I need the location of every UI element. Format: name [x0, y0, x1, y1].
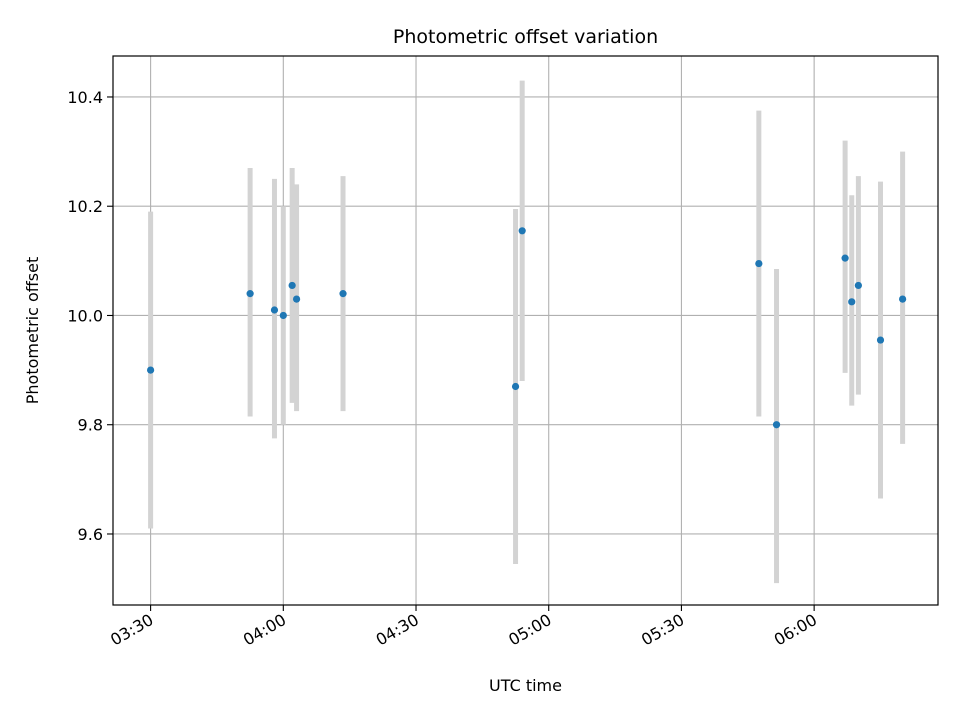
data-point [270, 306, 279, 314]
data-point [876, 336, 885, 344]
x-tick-label: 04:00 [240, 610, 289, 650]
data-point [841, 254, 849, 262]
errorbar-layer [148, 80, 906, 584]
x-tick-label: 05:30 [638, 610, 687, 650]
y-tick-label: 10.2 [67, 197, 103, 216]
data-point [246, 290, 254, 298]
data-point [339, 290, 347, 298]
y-tick-label: 9.6 [78, 525, 103, 544]
y-tick-label: 10.0 [67, 306, 103, 325]
data-point [288, 281, 296, 290]
tick-layer: 03:30 04:00 04:30 05:00 05:30 06:00 9.6 9.8 10.0… [67, 88, 820, 650]
y-tick-label: 9.8 [78, 416, 103, 435]
data-point [848, 298, 856, 306]
data-point [147, 366, 155, 374]
chart-title: Photometric offset variation [393, 26, 658, 48]
data-point [292, 295, 301, 303]
data-point [755, 259, 763, 268]
y-axis-title: Photometric offset [23, 257, 42, 405]
data-point [518, 227, 526, 235]
point-layer [147, 227, 907, 429]
data-point [899, 295, 907, 303]
x-tick-label: 06:00 [771, 610, 820, 650]
y-tick-label: 10.4 [67, 88, 103, 107]
x-tick-label: 03:30 [107, 610, 156, 650]
x-tick-label: 05:00 [505, 610, 554, 650]
plot-frame [112, 55, 939, 606]
x-tick-label: 04:30 [373, 610, 422, 650]
data-point [772, 421, 781, 429]
data-point [511, 382, 520, 391]
data-point [854, 281, 862, 290]
data-point [279, 311, 287, 320]
grid-layer [113, 56, 938, 605]
x-axis-title: UTC time [489, 676, 562, 695]
